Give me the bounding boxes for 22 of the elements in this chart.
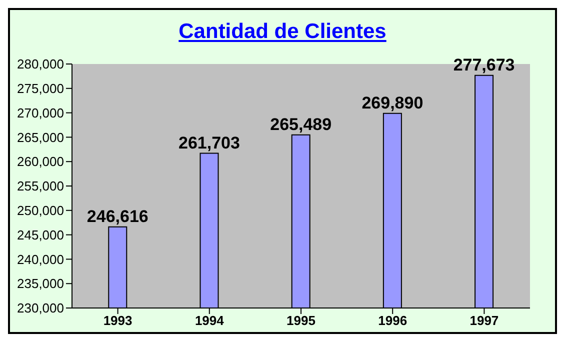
y-tick-label: 230,000 <box>17 300 64 316</box>
x-tick-label: 1996 <box>378 313 408 328</box>
y-tick-label: 260,000 <box>17 154 64 170</box>
data-label: 246,616 <box>86 206 148 226</box>
data-label: 261,703 <box>178 133 240 152</box>
data-label: 269,890 <box>362 93 424 112</box>
x-tick-label: 1995 <box>286 313 316 328</box>
y-tick-label: 265,000 <box>17 130 64 145</box>
y-tick-label: 270,000 <box>17 105 64 120</box>
y-tick-label: 240,000 <box>17 252 64 267</box>
y-tick-label: 245,000 <box>17 227 64 242</box>
data-label: 277,673 <box>453 55 515 74</box>
y-tick-label: 235,000 <box>17 276 64 292</box>
y-tick-label: 250,000 <box>17 203 64 218</box>
x-tick-label: 1994 <box>194 313 225 328</box>
y-tick-label: 255,000 <box>17 178 64 194</box>
x-tick-label: 1997 <box>470 313 499 328</box>
chart-title: Cantidad de Clientes <box>178 19 388 45</box>
y-tick-label: 280,000 <box>17 56 64 72</box>
x-tick-label: 1993 <box>103 313 132 328</box>
y-tick-label: 275,000 <box>17 81 64 96</box>
data-label: 265,489 <box>270 114 332 134</box>
